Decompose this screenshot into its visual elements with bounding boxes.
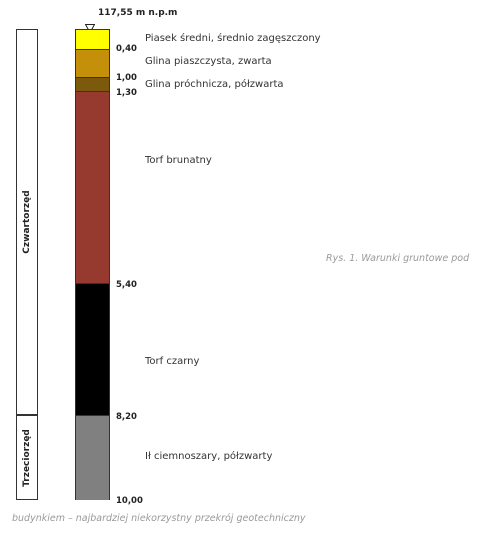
soil-layer [76,414,109,500]
era-tertiary-box: Trzeciorzęd [16,415,38,500]
soil-layer [76,90,109,285]
depth-label: 1,30 [116,88,137,98]
soil-column [75,29,110,500]
soil-layer [76,48,109,78]
elevation-marker-icon [84,18,96,37]
layer-name-label: Torf brunatny [145,155,212,166]
depth-label: 5,40 [116,280,137,290]
depth-label: 10,00 [116,496,143,506]
layer-name-label: Torf czarny [145,356,200,367]
figure-caption-right: Rys. 1. Warunki gruntowe pod [326,253,470,264]
elevation-label: 117,55 m n.p.m [98,8,178,18]
soil-layer [76,283,109,416]
layer-name-label: Glina piaszczysta, zwarta [145,56,272,67]
figure-caption-bottom: budynkiem – najbardziej niekorzystny prz… [12,513,306,524]
depth-label: 8,20 [116,412,137,422]
soil-layer [76,30,109,49]
era-tertiary-label: Trzeciorzęd [22,428,32,487]
depth-label: 0,40 [116,44,137,54]
layer-name-label: Glina próchnicza, półzwarta [145,79,284,90]
era-quaternary-label: Czwartorzęd [22,190,32,254]
era-quaternary-box: Czwartorzęd [16,29,38,415]
soil-layer [76,76,109,92]
layer-name-label: Piasek średni, średnio zagęszczony [145,33,321,44]
layer-name-label: Ił ciemnoszary, półzwarty [145,451,273,462]
depth-label: 1,00 [116,73,137,83]
